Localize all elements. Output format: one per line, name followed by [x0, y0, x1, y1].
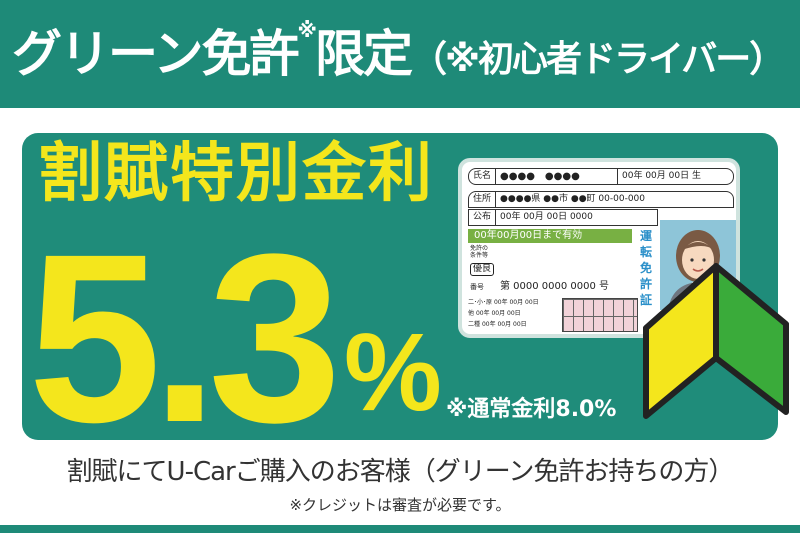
header-banner: グリーン免許※限定（※初心者ドライバー）	[0, 0, 800, 108]
license-vertical-title: 運転免許証	[640, 229, 653, 307]
rate-label: 割賦特別金利	[38, 137, 434, 211]
name-value: ●●●● ●●●●	[496, 169, 619, 184]
eligibility-text: 割賦にてU-Carご購入のお客様（グリーン免許お持ちの方）	[66, 457, 735, 487]
rate-value: 5.3	[28, 204, 342, 472]
footer-band	[0, 525, 800, 533]
class-label: 二･小･原	[468, 299, 493, 306]
issue-row: 公布 00年 00月 00日 0000	[468, 209, 658, 226]
issue-label: 公布	[469, 210, 497, 225]
issue-value: 00年 00月 00日 0000	[500, 212, 593, 223]
conditions-label: 免許の条件等	[470, 245, 489, 259]
class-date: 00年 00月 00日	[493, 299, 539, 306]
name-row: 氏名 ●●●● ●●●● 00年 00月 00日 生	[468, 168, 734, 185]
address-label: 住所	[469, 192, 497, 207]
name-label: 氏名	[469, 169, 497, 184]
title-note-mark: ※	[297, 18, 318, 42]
title-limited: 限定	[314, 25, 413, 83]
class-rows: 二･小･原 00年 00月 00日 他 00年 00月 00日 二種 00年 0…	[468, 297, 539, 330]
normal-rate-note: ※通常金利8.0%	[446, 397, 617, 422]
excellent-badge: 優良	[470, 263, 495, 276]
birth-date: 00年 00月 00日 生	[622, 171, 701, 182]
class-date: 00年 00月 00日	[475, 310, 521, 317]
rate-percent: %	[344, 311, 442, 434]
header-title: グリーン免許※限定（※初心者ドライバー）	[12, 18, 785, 84]
class-date: 00年 00月 00日	[481, 321, 527, 328]
title-green-license: グリーン免許	[12, 25, 299, 83]
address-value: ●●●●県 ●●市 ●●町 00-00-000	[500, 194, 646, 205]
valid-until: 00年00月00日まで有効	[468, 229, 632, 243]
beginner-driver-mark-icon	[643, 263, 789, 419]
license-card-illustration: 氏名 ●●●● ●●●● 00年 00月 00日 生 住所 ●●●●県 ●●市 …	[458, 158, 740, 338]
credit-note: ※クレジットは審査が必要です。	[289, 496, 511, 514]
address-row: 住所 ●●●●県 ●●市 ●●町 00-00-000	[468, 191, 734, 208]
title-beginner-note: （※初心者ドライバー）	[410, 39, 785, 80]
stamp-grid	[562, 298, 638, 332]
class-label: 二種	[468, 321, 481, 328]
number-value: 第 0000 0000 0000 号	[500, 281, 610, 292]
class-label: 他	[468, 310, 475, 317]
number-label: 番号	[470, 283, 484, 291]
